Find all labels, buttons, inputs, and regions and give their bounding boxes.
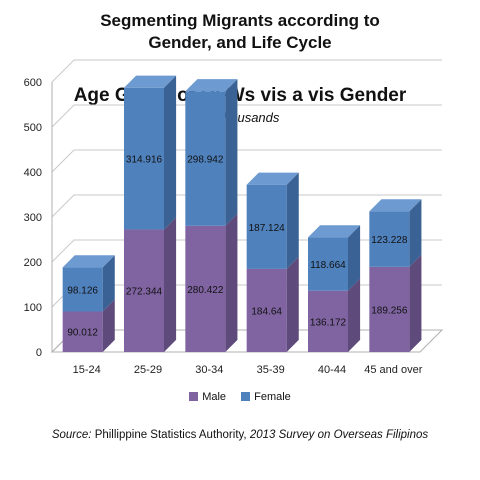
bar-side-female (225, 79, 238, 226)
bar-side-male (225, 213, 238, 352)
bar-side-male (102, 299, 115, 352)
x-tick-label: 35-39 (257, 364, 285, 376)
data-label-male: 280.422 (187, 285, 224, 296)
data-label-male: 184.64 (251, 306, 282, 317)
chart-legend: Male Female (0, 391, 480, 403)
bar-side-female (164, 75, 177, 230)
source-publisher: Phillippine Statistics Authority, (94, 429, 247, 441)
legend-swatch-male (189, 392, 199, 402)
data-label-female: 298.942 (187, 155, 224, 166)
bar-side-male (409, 254, 422, 352)
page-heading-line-2: Gender, and Life Cycle (148, 33, 332, 52)
bar-top-female (308, 225, 361, 238)
bar-top-female (185, 79, 238, 92)
data-label-female: 98.126 (67, 285, 98, 296)
source-label: Source: (51, 429, 92, 441)
gridline (51, 194, 442, 218)
bar-side-male (348, 278, 361, 352)
bar-male (308, 290, 348, 352)
y-tick-label: 400 (24, 167, 42, 179)
x-tick-label: 15-24 (73, 364, 101, 376)
bar-top-female (246, 172, 299, 185)
bar-side-male (164, 217, 177, 352)
y-tick-label: 600 (24, 77, 42, 89)
bar-male (62, 311, 103, 352)
y-tick-label: 200 (24, 257, 42, 269)
bar-female (185, 91, 226, 226)
legend-label-female: Female (254, 391, 291, 404)
legend-swatch-female (241, 392, 251, 402)
y-tick-label: 100 (24, 302, 42, 314)
page-heading-line-1: Segmenting Migrants according to (100, 11, 380, 30)
bar-side-female (409, 199, 422, 267)
bar-female (124, 87, 164, 230)
y-tick-label: 0 (36, 347, 42, 359)
data-label-male: 189.256 (371, 305, 408, 316)
bar-male (369, 266, 410, 352)
bar-side-female (348, 225, 361, 291)
data-label-female: 123.228 (371, 235, 408, 246)
data-label-male: 136.172 (310, 317, 347, 328)
bar-top-female (124, 75, 177, 88)
x-tick-label: 45 and over (364, 364, 422, 376)
data-label-female: 314.916 (126, 155, 163, 166)
source-note: Source: Phillippine Statistics Authority… (0, 429, 480, 441)
bar-side-male (286, 256, 299, 352)
data-label-female: 187.124 (249, 223, 286, 234)
bar-top-female (62, 255, 115, 268)
bar-top-female (369, 199, 422, 212)
legend-label-male: Male (202, 391, 227, 404)
x-tick-label: 30-34 (195, 364, 223, 376)
data-label-male: 90.012 (67, 328, 98, 339)
gridline (51, 59, 442, 83)
x-tick-label: 25-29 (134, 364, 162, 376)
gridline (51, 149, 442, 173)
y-tick-label: 300 (24, 212, 42, 224)
legend-item-female: Female (241, 391, 291, 403)
bar-male (124, 229, 164, 352)
x-tick-label: 40-44 (318, 364, 346, 376)
bar-male (246, 268, 287, 352)
bar-female (369, 211, 410, 267)
y-tick-label: 500 (24, 122, 42, 134)
legend-item-male: Male (189, 391, 226, 403)
gridline (51, 104, 442, 128)
bar-female (308, 237, 348, 291)
bar-side-female (102, 255, 115, 312)
bar-female (62, 267, 103, 312)
data-label-male: 272.344 (126, 287, 163, 298)
bar-male (185, 225, 226, 352)
source-survey-title: 2013 Survey on Overseas Filipinos (249, 429, 429, 441)
bar-side-female (286, 172, 299, 269)
data-label-female: 118.664 (310, 260, 346, 271)
bar-female (246, 184, 287, 269)
